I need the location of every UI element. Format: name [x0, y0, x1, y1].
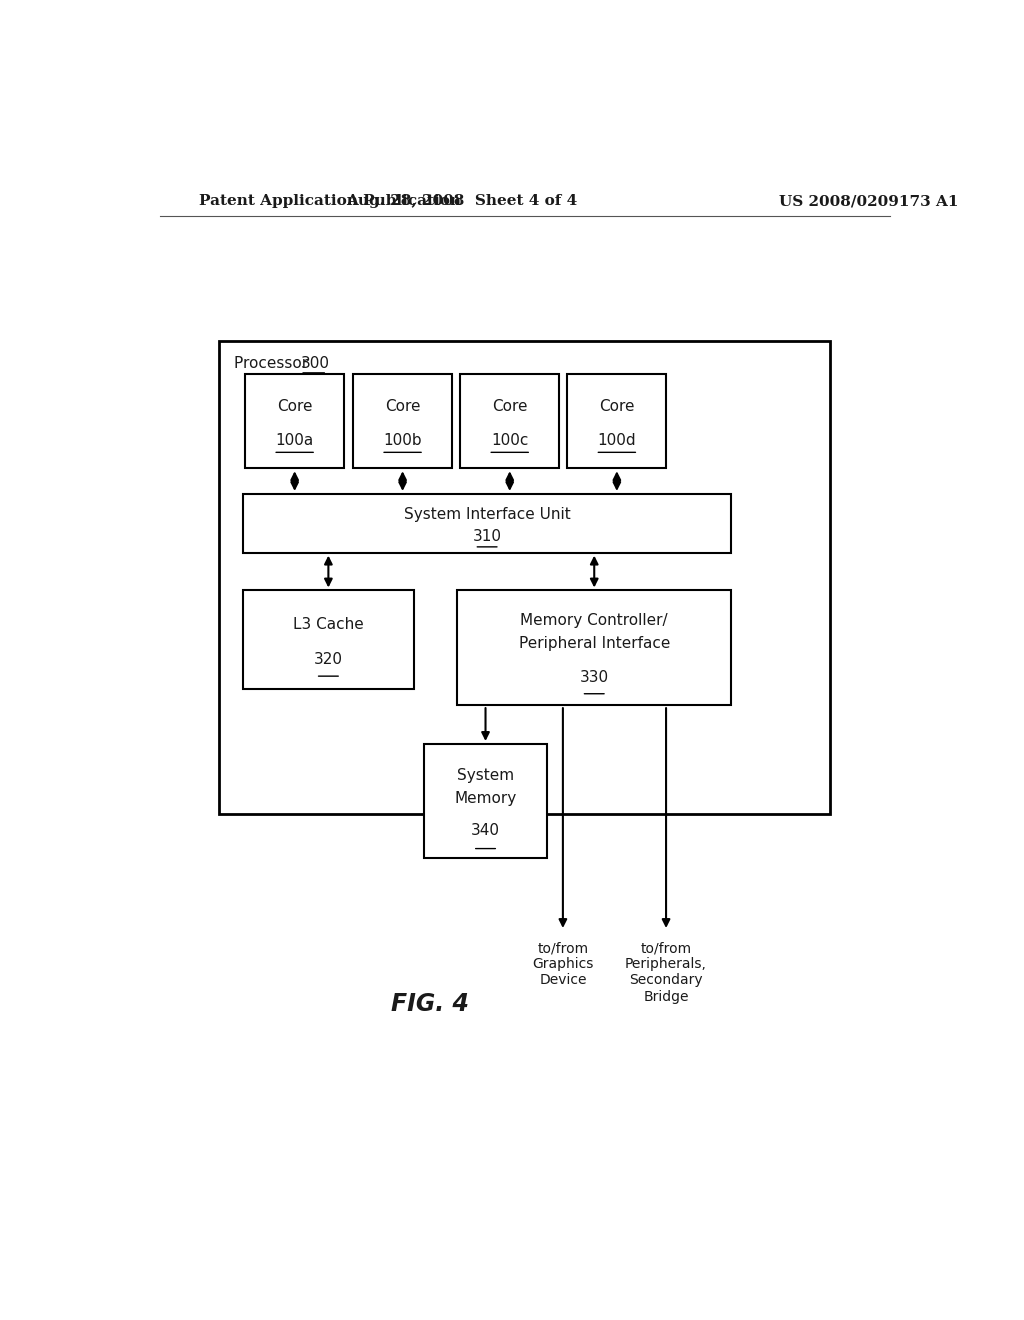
FancyBboxPatch shape	[460, 374, 559, 469]
Text: System Interface Unit: System Interface Unit	[403, 507, 570, 521]
Text: 100d: 100d	[598, 433, 636, 447]
Text: Processor: Processor	[233, 356, 312, 371]
FancyBboxPatch shape	[219, 342, 830, 814]
Text: Core: Core	[385, 400, 420, 414]
Text: L3 Cache: L3 Cache	[293, 618, 364, 632]
Text: to/from
Graphics
Device: to/from Graphics Device	[532, 941, 594, 987]
Text: 330: 330	[580, 671, 609, 685]
Text: 300: 300	[301, 356, 330, 371]
Text: Core: Core	[492, 400, 527, 414]
Text: Aug. 28, 2008  Sheet 4 of 4: Aug. 28, 2008 Sheet 4 of 4	[346, 194, 577, 209]
Text: to/from
Peripherals,
Secondary
Bridge: to/from Peripherals, Secondary Bridge	[625, 941, 707, 1003]
Text: System: System	[457, 768, 514, 783]
Text: Core: Core	[276, 400, 312, 414]
Text: Core: Core	[599, 400, 635, 414]
Text: 320: 320	[314, 652, 343, 667]
FancyBboxPatch shape	[353, 374, 453, 469]
FancyBboxPatch shape	[243, 494, 731, 553]
FancyBboxPatch shape	[245, 374, 344, 469]
FancyBboxPatch shape	[458, 590, 731, 705]
Text: 100c: 100c	[492, 433, 528, 447]
FancyBboxPatch shape	[243, 590, 414, 689]
Text: Memory: Memory	[455, 791, 517, 807]
Text: FIG. 4: FIG. 4	[390, 993, 469, 1016]
Text: 100b: 100b	[383, 433, 422, 447]
Text: 340: 340	[471, 822, 500, 838]
FancyBboxPatch shape	[424, 744, 547, 858]
Text: Memory Controller/: Memory Controller/	[520, 612, 668, 628]
Text: 310: 310	[473, 529, 502, 544]
FancyBboxPatch shape	[567, 374, 667, 469]
Text: Peripheral Interface: Peripheral Interface	[518, 636, 670, 651]
Text: Patent Application Publication: Patent Application Publication	[200, 194, 462, 209]
Text: US 2008/0209173 A1: US 2008/0209173 A1	[778, 194, 958, 209]
Text: 100a: 100a	[275, 433, 313, 447]
